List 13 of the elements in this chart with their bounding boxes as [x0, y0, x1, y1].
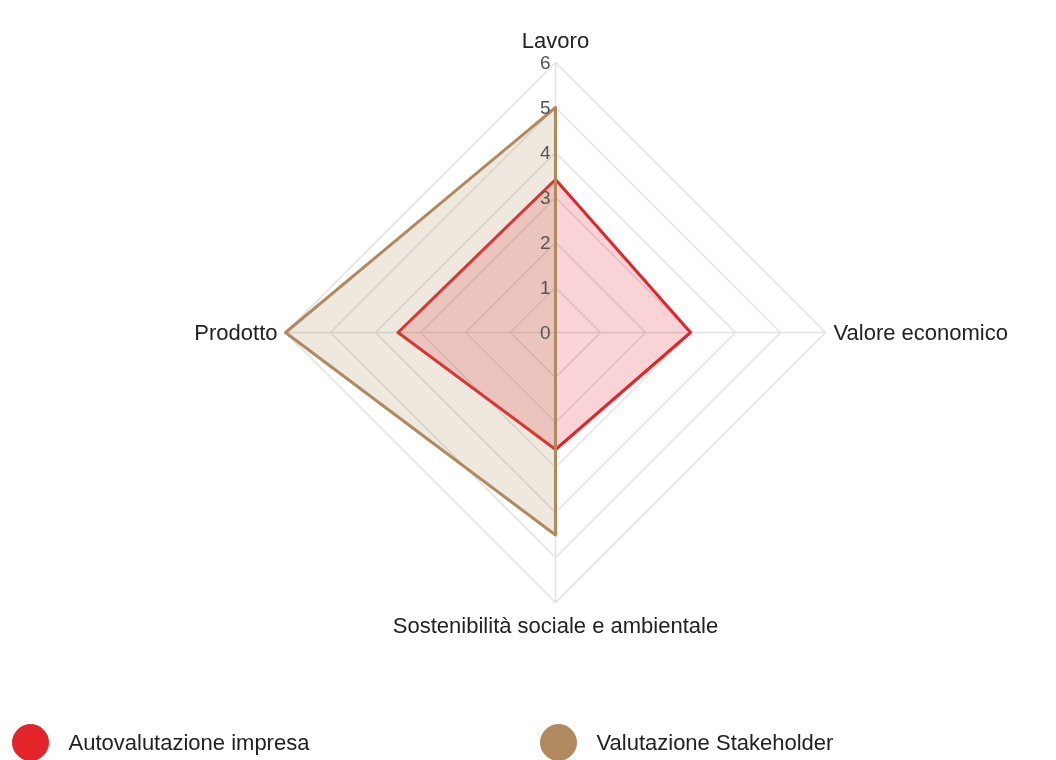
spoke-label: Valore economico [833, 320, 1008, 345]
spoke-label: Prodotto [194, 320, 278, 345]
y-tick-label: 2 [539, 232, 551, 253]
y-tick-label: 6 [539, 52, 551, 73]
y-tick-label: 1 [539, 277, 551, 298]
y-tick-label: 4 [539, 142, 551, 163]
y-tick-label: 5 [539, 97, 551, 118]
legend-label: Valutazione Stakeholder [596, 730, 834, 755]
y-tick-label: 3 [539, 187, 551, 208]
legend-label: Autovalutazione impresa [68, 730, 311, 755]
spoke-label: Lavoro [521, 27, 590, 53]
y-tick-label: 0 [539, 322, 551, 343]
spoke-label: Sostenibilità sociale e ambientale [392, 612, 719, 638]
